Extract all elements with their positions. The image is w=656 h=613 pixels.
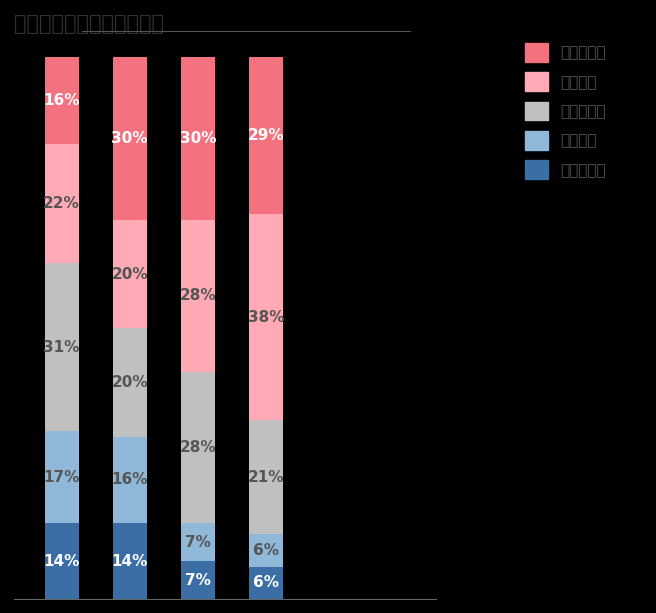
Text: オフィス移転時面積の動向: オフィス移転時面積の動向 (14, 14, 164, 34)
Text: 28%: 28% (180, 288, 216, 303)
Text: 20%: 20% (112, 267, 148, 281)
Text: 14%: 14% (112, 554, 148, 569)
Bar (45, 431, 79, 524)
Bar (249, 58, 283, 215)
Bar (113, 328, 147, 436)
Text: 7%: 7% (185, 573, 211, 588)
Text: 6%: 6% (253, 543, 279, 558)
Text: 29%: 29% (247, 129, 284, 143)
Bar (249, 534, 283, 566)
Bar (181, 561, 215, 599)
Bar (181, 524, 215, 561)
Bar (249, 566, 283, 599)
Bar (45, 144, 79, 263)
Legend: 大幅な増床, やや増床, 変わらない, やや減床, 大幅な減床: 大幅な増床, やや増床, 変わらない, やや減床, 大幅な減床 (525, 43, 606, 179)
Bar (45, 263, 79, 431)
Bar (249, 421, 283, 534)
Text: 30%: 30% (112, 131, 148, 146)
Text: 16%: 16% (43, 93, 80, 109)
Text: 28%: 28% (180, 440, 216, 455)
Bar (181, 220, 215, 371)
Text: 17%: 17% (43, 470, 80, 485)
Text: 14%: 14% (43, 554, 80, 569)
Bar (113, 58, 147, 220)
Text: 38%: 38% (248, 310, 284, 325)
Bar (249, 215, 283, 421)
Bar (45, 58, 79, 144)
Text: 30%: 30% (180, 131, 216, 146)
Text: 21%: 21% (248, 470, 284, 485)
Bar (113, 220, 147, 328)
Text: 16%: 16% (112, 473, 148, 487)
Bar (181, 58, 215, 220)
Text: 7%: 7% (185, 535, 211, 550)
Bar (45, 524, 79, 599)
Bar (113, 524, 147, 599)
Bar (181, 371, 215, 524)
Bar (113, 436, 147, 524)
Text: 20%: 20% (112, 375, 148, 390)
Text: 31%: 31% (43, 340, 80, 355)
Text: 22%: 22% (43, 196, 80, 211)
Text: 6%: 6% (253, 576, 279, 590)
